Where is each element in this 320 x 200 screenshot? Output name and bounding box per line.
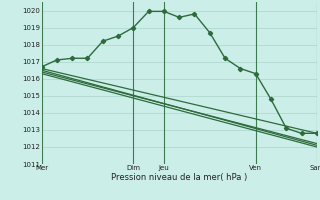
X-axis label: Pression niveau de la mer( hPa ): Pression niveau de la mer( hPa ) [111,173,247,182]
